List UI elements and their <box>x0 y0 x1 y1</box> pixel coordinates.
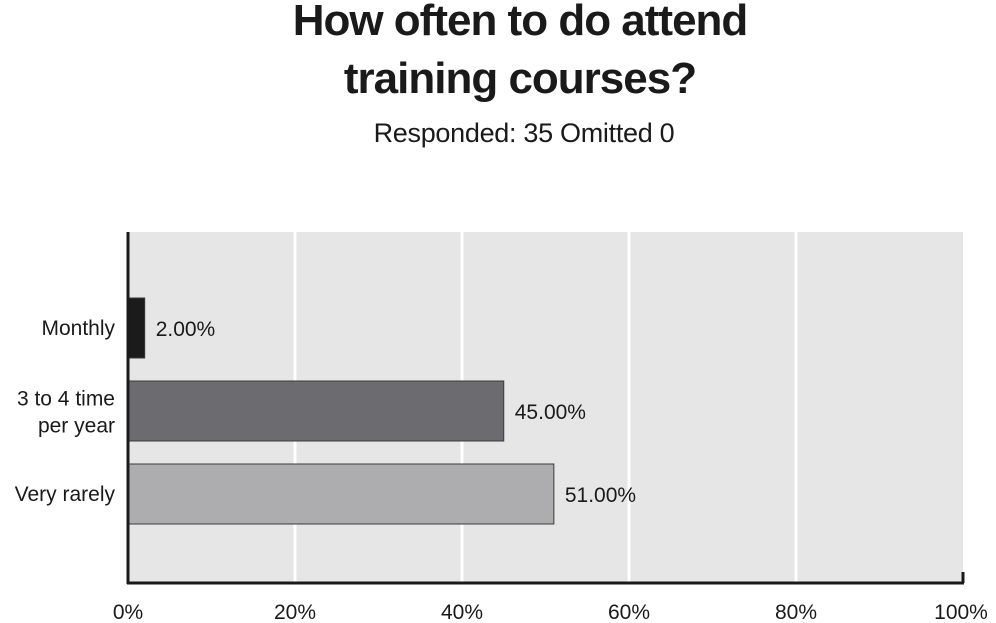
bar-1 <box>127 380 505 442</box>
category-label: Very rarely <box>15 483 116 506</box>
bar-2 <box>127 463 555 525</box>
chart-title-line-2: training courses? <box>343 54 697 103</box>
value-label: 45.00% <box>515 401 586 424</box>
x-tick-label: 60% <box>608 601 650 623</box>
category-label: Monthly <box>41 317 115 340</box>
labels: 0% 20% 40% 60% 80% 100% Monthly 3 to 4 time per … <box>15 317 988 623</box>
bar-0 <box>127 297 146 359</box>
x-tick-label: 0% <box>113 601 143 623</box>
bars <box>127 297 555 525</box>
value-label: 2.00% <box>156 318 216 341</box>
axes <box>126 232 965 585</box>
x-tick-label: 40% <box>441 601 483 623</box>
chart-subtitle: Responded: 35 Omitted 0 <box>373 118 675 148</box>
x-tick-label: 100% <box>934 601 988 623</box>
category-label: per year <box>38 415 115 438</box>
value-label: 51.00% <box>565 484 636 507</box>
chart-title-line-1: How often to do attend <box>292 0 749 45</box>
x-tick-label: 80% <box>775 601 817 623</box>
x-tick-label: 20% <box>274 601 316 623</box>
category-label: 3 to 4 time <box>17 388 115 411</box>
